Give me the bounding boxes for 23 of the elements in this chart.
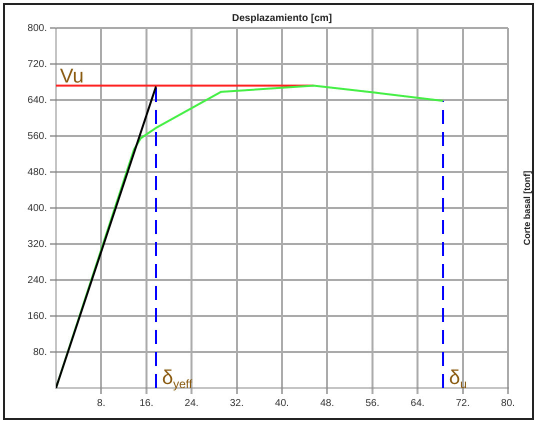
x-tick-label: 48.	[320, 398, 334, 409]
y-tick-label: 80.	[33, 346, 47, 358]
x-tick-label: 72.	[456, 398, 470, 409]
x-tick-label: 40.	[275, 398, 289, 409]
y-tick-label: 320.	[28, 238, 47, 250]
y-tick-label: 800.	[28, 22, 47, 34]
y-tick-label: 640.	[28, 94, 47, 106]
x-tick-label: 24.	[184, 398, 199, 409]
chart-title: Desplazamiento [cm]	[232, 13, 332, 24]
series-label: Vu	[60, 66, 84, 88]
y-tick-label: 400.	[28, 202, 47, 214]
y-tick-label: 720.	[28, 58, 47, 70]
x-tick-label: 56.	[365, 398, 380, 409]
x-tick-label: 64.	[410, 398, 425, 409]
y-axis-title: Corte basal [tonf]	[522, 170, 532, 246]
x-tick-label: 8.	[97, 398, 106, 409]
x-tick-label: 32.	[230, 398, 244, 409]
y-tick-label: 480.	[28, 166, 47, 178]
y-tick-label: 560.	[28, 130, 47, 142]
x-tick-label: 80.	[501, 398, 515, 409]
y-tick-label: 160.	[28, 310, 47, 322]
x-tick-label: 16.	[139, 398, 154, 409]
y-tick-label: 240.	[28, 274, 47, 286]
